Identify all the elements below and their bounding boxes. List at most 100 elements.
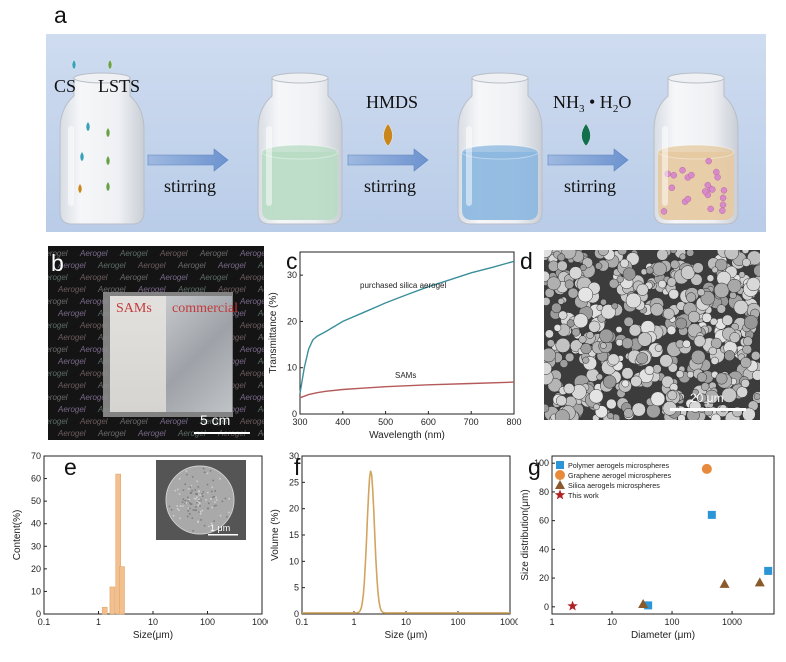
aerogel-word: Aerogel xyxy=(79,321,108,330)
inset-texture-dot xyxy=(186,496,189,499)
aerogel-word: Aerogel xyxy=(79,273,108,282)
inset-texture-dot xyxy=(186,515,189,518)
histogram-bar xyxy=(119,566,125,615)
inset-texture-dot xyxy=(197,489,200,492)
sem-microsphere xyxy=(599,328,614,343)
aerogel-word: Aerogel xyxy=(97,429,126,438)
inset-texture-dot xyxy=(206,491,209,494)
inset-texture-dot xyxy=(201,495,204,498)
inset-texture-dot xyxy=(203,524,206,527)
inset-texture-dot xyxy=(185,470,188,473)
legend-entry-3: Silica aerogels microspheres xyxy=(568,481,660,490)
sem-microsphere xyxy=(616,275,624,283)
aerogel-particle xyxy=(684,195,692,203)
aerogel-particle xyxy=(670,172,678,179)
sem-microsphere xyxy=(654,344,663,352)
y-tick-label: 30 xyxy=(31,541,41,551)
sem-microsphere xyxy=(669,250,678,254)
reagent-nh3-h2o: NH3 • H2O xyxy=(553,92,631,115)
aerogel-word: Aerogel xyxy=(239,297,264,306)
data-point-circle xyxy=(701,463,712,474)
sem-microsphere xyxy=(729,332,741,343)
sem-microsphere xyxy=(693,335,706,348)
inset-texture-dot xyxy=(207,507,209,510)
sem-microsphere xyxy=(679,253,687,261)
inset-texture-dot xyxy=(178,477,181,480)
sem-microsphere xyxy=(564,279,575,289)
aerogel-word: Aerogel xyxy=(257,429,264,438)
x-tick-label: 0.1 xyxy=(38,617,51,627)
x-tick-label: 1000 xyxy=(500,617,518,627)
sams-sample xyxy=(110,296,166,412)
plot-frame xyxy=(301,455,511,615)
reagent-cs: CS xyxy=(54,76,76,96)
inset-texture-dot xyxy=(197,504,200,507)
aerogel-word: Aerogel xyxy=(48,297,68,306)
inset-texture-dot xyxy=(192,530,195,532)
aerogel-particle xyxy=(704,181,712,189)
x-axis-label: Wavelength (nm) xyxy=(369,430,445,441)
panel-label-d: d xyxy=(520,248,533,274)
sem-microsphere xyxy=(746,277,760,292)
y-tick-label: 40 xyxy=(539,544,549,554)
jar-3 xyxy=(457,72,543,225)
aerogel-word: Aerogel xyxy=(199,273,228,282)
sem-microsphere xyxy=(544,329,554,339)
sem-microsphere xyxy=(740,357,752,369)
inset-texture-dot xyxy=(228,497,231,500)
aerogel-word: Aerogel xyxy=(48,345,68,354)
sem-microsphere xyxy=(675,317,688,330)
inset-texture-dot xyxy=(200,519,202,521)
sem-microsphere xyxy=(597,250,609,256)
inset-texture-dot xyxy=(199,505,201,507)
inset-texture-dot xyxy=(195,493,198,495)
inset-texture-dot xyxy=(199,510,202,513)
aerogel-word: Aerogel xyxy=(57,309,86,318)
histogram-bar xyxy=(101,606,108,615)
series-line-1 xyxy=(299,260,515,394)
aerogel-word: Aerogel xyxy=(48,417,68,426)
plot-frame xyxy=(299,251,515,415)
sem-microsphere xyxy=(740,378,750,388)
aerogel-word: Aerogel xyxy=(57,381,86,390)
aerogel-word: Aerogel xyxy=(79,345,108,354)
x-tick-label: 1000 xyxy=(722,617,742,627)
inset-texture-dot xyxy=(193,497,196,500)
inset-texture-dot xyxy=(184,483,187,486)
y-axis-label: Volume (%) xyxy=(270,509,281,561)
jar-highlight xyxy=(68,126,74,206)
y-tick-label: 40 xyxy=(31,519,41,529)
droplet-cs xyxy=(79,151,85,162)
aerogel-word: Aerogel xyxy=(79,417,108,426)
sem-microsphere xyxy=(623,408,634,419)
x-tick-label: 1 xyxy=(549,617,554,627)
legend-marker-triangle xyxy=(555,480,565,489)
aerogel-word: Aerogel xyxy=(119,249,148,258)
sem-microsphere xyxy=(544,250,553,259)
jar-liquid xyxy=(262,152,338,220)
aerogel-word: Aerogel xyxy=(257,309,264,318)
y-tick-label: 0 xyxy=(36,609,41,619)
inset-texture-dot xyxy=(174,489,177,492)
inset-texture-dot xyxy=(210,522,213,525)
sem-microsphere xyxy=(631,402,646,417)
sem-microsphere xyxy=(667,390,678,401)
inset-texture-dot xyxy=(206,483,209,486)
aerogel-word: Aerogel xyxy=(48,393,68,402)
sem-microsphere xyxy=(558,310,568,320)
aerogel-word: Aerogel xyxy=(257,333,264,342)
jar-2 xyxy=(257,72,343,225)
droplet-lsts xyxy=(105,181,111,192)
x-tick-label: 400 xyxy=(335,417,350,427)
sem-microsphere xyxy=(559,359,569,368)
sem-microsphere xyxy=(622,267,636,281)
inset-texture-dot xyxy=(196,501,198,504)
sem-microsphere xyxy=(595,262,603,270)
droplet-lsts xyxy=(105,127,111,138)
sem-microsphere xyxy=(652,261,667,277)
sem-microsphere xyxy=(713,282,730,299)
y-tick-label: 10 xyxy=(31,586,41,596)
inset-texture-dot xyxy=(226,515,228,518)
x-axis-label: Size(μm) xyxy=(133,630,173,641)
aerogel-word: Aerogel xyxy=(159,417,188,426)
